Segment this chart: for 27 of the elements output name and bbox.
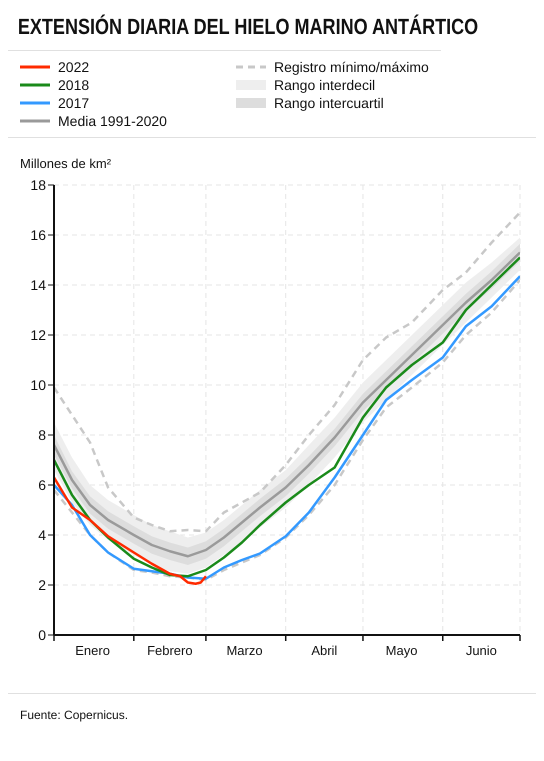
y-tick-label: 8 [38,426,46,443]
legend-label: 2018 [58,77,90,93]
y-axis-title: Millones de km² [19,155,112,173]
y-tick-label: 14 [30,276,46,293]
y-tick-label: 2 [38,576,46,593]
x-tick-label: Abril [311,643,338,658]
y-tick-label: 6 [38,476,46,493]
y-tick-label: 10 [30,376,46,393]
legend-label: Registro mínimo/máximo [274,59,429,75]
legend-label: Media 1991-2020 [58,113,167,129]
x-tick-label: Mayo [386,643,418,658]
legend-label: 2022 [58,59,90,75]
x-tick-label: Junio [466,643,497,658]
legend-label: Rango interdecil [274,77,376,93]
legend-label: 2017 [58,95,90,111]
y-tick-label: 0 [38,626,46,643]
y-tick-label: 4 [38,526,46,543]
x-tick-label: Enero [75,643,110,658]
line-series [54,211,520,532]
source-note: Fuente: Copernicus. [8,693,536,722]
x-tick-label: Marzo [226,643,263,658]
y-tick-label: 16 [30,226,46,243]
chart-title: EXTENSIÓN DIARIA DEL HIELO MARINO ANTÁRTICO [16,13,478,41]
y-tick-label: 12 [30,326,46,343]
y-tick-label: 18 [30,176,46,193]
x-tick-label: Febrero [147,643,193,658]
legend-label: Rango intercuartil [274,95,384,111]
